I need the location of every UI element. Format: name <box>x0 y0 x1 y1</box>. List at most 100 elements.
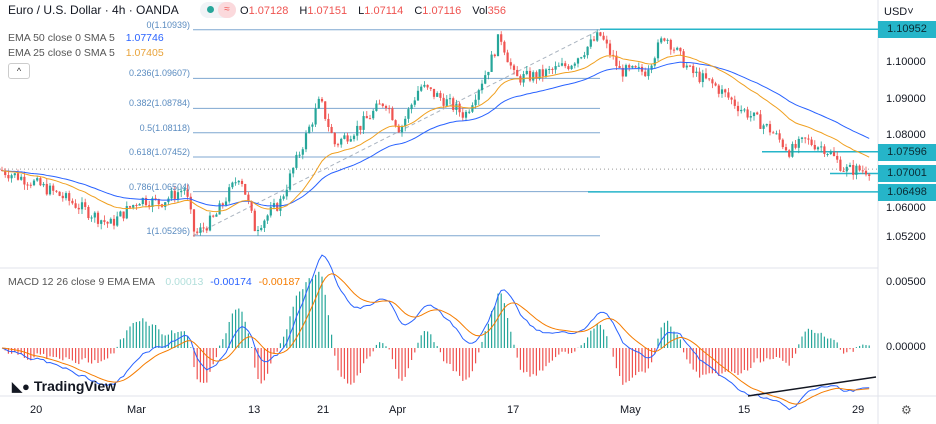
price-axis-tick: 1.10000 <box>886 56 926 68</box>
candle-body <box>42 183 45 186</box>
candle-body <box>461 112 464 118</box>
time-axis-tick: 20 <box>30 404 43 416</box>
candle-body <box>788 150 791 157</box>
candle-body <box>672 49 676 51</box>
candle-body <box>23 176 26 185</box>
candle-body <box>564 63 567 67</box>
candle-body <box>714 83 717 86</box>
tradingview-logo[interactable]: ◣● TradingView <box>12 378 117 394</box>
macd-legend[interactable]: MACD 12 26 close 9 EMA EMA 0.00013 -0.00… <box>8 276 301 288</box>
candle-body <box>624 65 628 77</box>
ema25-legend[interactable]: EMA 25 close 0 SMA 5 1.07405 <box>8 47 164 59</box>
candle-body <box>810 139 813 145</box>
candle-body <box>128 206 132 208</box>
divergence-trend-line <box>747 376 877 397</box>
candle-body <box>861 170 864 172</box>
candle-body <box>557 65 560 67</box>
candle-body <box>346 135 349 142</box>
settings-gear-icon[interactable]: ⚙ <box>901 403 912 417</box>
candle-body <box>80 202 84 210</box>
candle-body <box>400 126 404 133</box>
candle-body <box>704 73 708 79</box>
candle-body <box>333 132 336 145</box>
candle-body <box>269 207 272 216</box>
candle-body <box>221 203 224 206</box>
candle-body <box>621 67 624 77</box>
candle-body <box>397 125 400 133</box>
candle-body <box>336 144 340 146</box>
price-axis-tick: 1.06000 <box>886 202 926 214</box>
candle-body <box>711 79 714 84</box>
candle-body <box>820 146 823 148</box>
candle-body <box>144 197 148 206</box>
candle-body <box>96 212 100 224</box>
candle-body <box>199 227 202 233</box>
candle-body <box>263 220 266 228</box>
candle-body <box>100 220 103 224</box>
candle-body <box>791 143 794 157</box>
candle-body <box>800 137 804 139</box>
candle-body <box>52 185 55 191</box>
candle-body <box>55 190 58 192</box>
candle-body <box>68 193 71 201</box>
candle-body <box>109 218 112 224</box>
candle-body <box>864 170 868 175</box>
candle-body <box>356 125 359 136</box>
candle-body <box>573 63 576 66</box>
candle-body <box>148 205 151 208</box>
candle-body <box>852 165 855 175</box>
candle-body <box>464 111 468 118</box>
candle-body <box>29 184 32 186</box>
candle-body <box>708 78 711 80</box>
candle-body <box>551 68 554 70</box>
candle-body <box>324 101 327 119</box>
candle-body <box>292 167 295 174</box>
volume-value: 356 <box>487 5 506 17</box>
candle-body <box>554 66 557 70</box>
collapse-legend-button[interactable]: ^ <box>8 63 30 79</box>
candle-body <box>772 132 775 134</box>
candle-body <box>314 108 317 125</box>
candle-body <box>775 133 778 135</box>
candle-body <box>372 110 375 119</box>
macd-value: -0.00174 <box>210 276 252 288</box>
currency-selector[interactable]: USD˅ <box>884 6 914 18</box>
candle-body <box>74 203 77 208</box>
ema50-value: 1.07746 <box>125 32 164 44</box>
candle-body <box>157 199 160 205</box>
candle-body <box>394 120 397 126</box>
fib-level-label: 0.5(1.08118) <box>139 122 190 133</box>
candle-body <box>352 135 356 140</box>
candle-body <box>717 85 720 94</box>
candle-body <box>583 55 586 58</box>
candle-body <box>228 187 231 202</box>
candle-body <box>506 52 509 63</box>
candle-body <box>829 152 832 154</box>
candle-body <box>784 147 788 151</box>
candle-body <box>276 203 279 211</box>
ema50-legend[interactable]: EMA 50 close 0 SMA 5 1.07746 <box>8 32 164 44</box>
candle-body <box>87 206 90 219</box>
candle-body <box>599 32 602 36</box>
price-axis-tick: 1.08000 <box>886 129 926 141</box>
candle-body <box>650 65 653 70</box>
candle-body <box>192 209 196 232</box>
candle-body <box>317 98 320 109</box>
symbol-title[interactable]: Euro / U.S. Dollar · 4h · OANDA <box>8 3 179 17</box>
candle-body <box>532 72 535 81</box>
candle-body <box>282 196 285 199</box>
candle-body <box>256 229 260 232</box>
macd-hist-value: 0.00013 <box>165 276 204 288</box>
candle-body <box>471 105 474 112</box>
candle-body <box>125 206 128 219</box>
candle-body <box>525 70 528 75</box>
candle-body <box>586 46 589 56</box>
candle-body <box>90 217 93 219</box>
candle-body <box>135 204 138 206</box>
candle-body <box>340 138 343 145</box>
candle-body <box>183 189 186 191</box>
candle-body <box>480 83 484 91</box>
candle-body <box>618 66 621 68</box>
candle-body <box>368 118 372 120</box>
